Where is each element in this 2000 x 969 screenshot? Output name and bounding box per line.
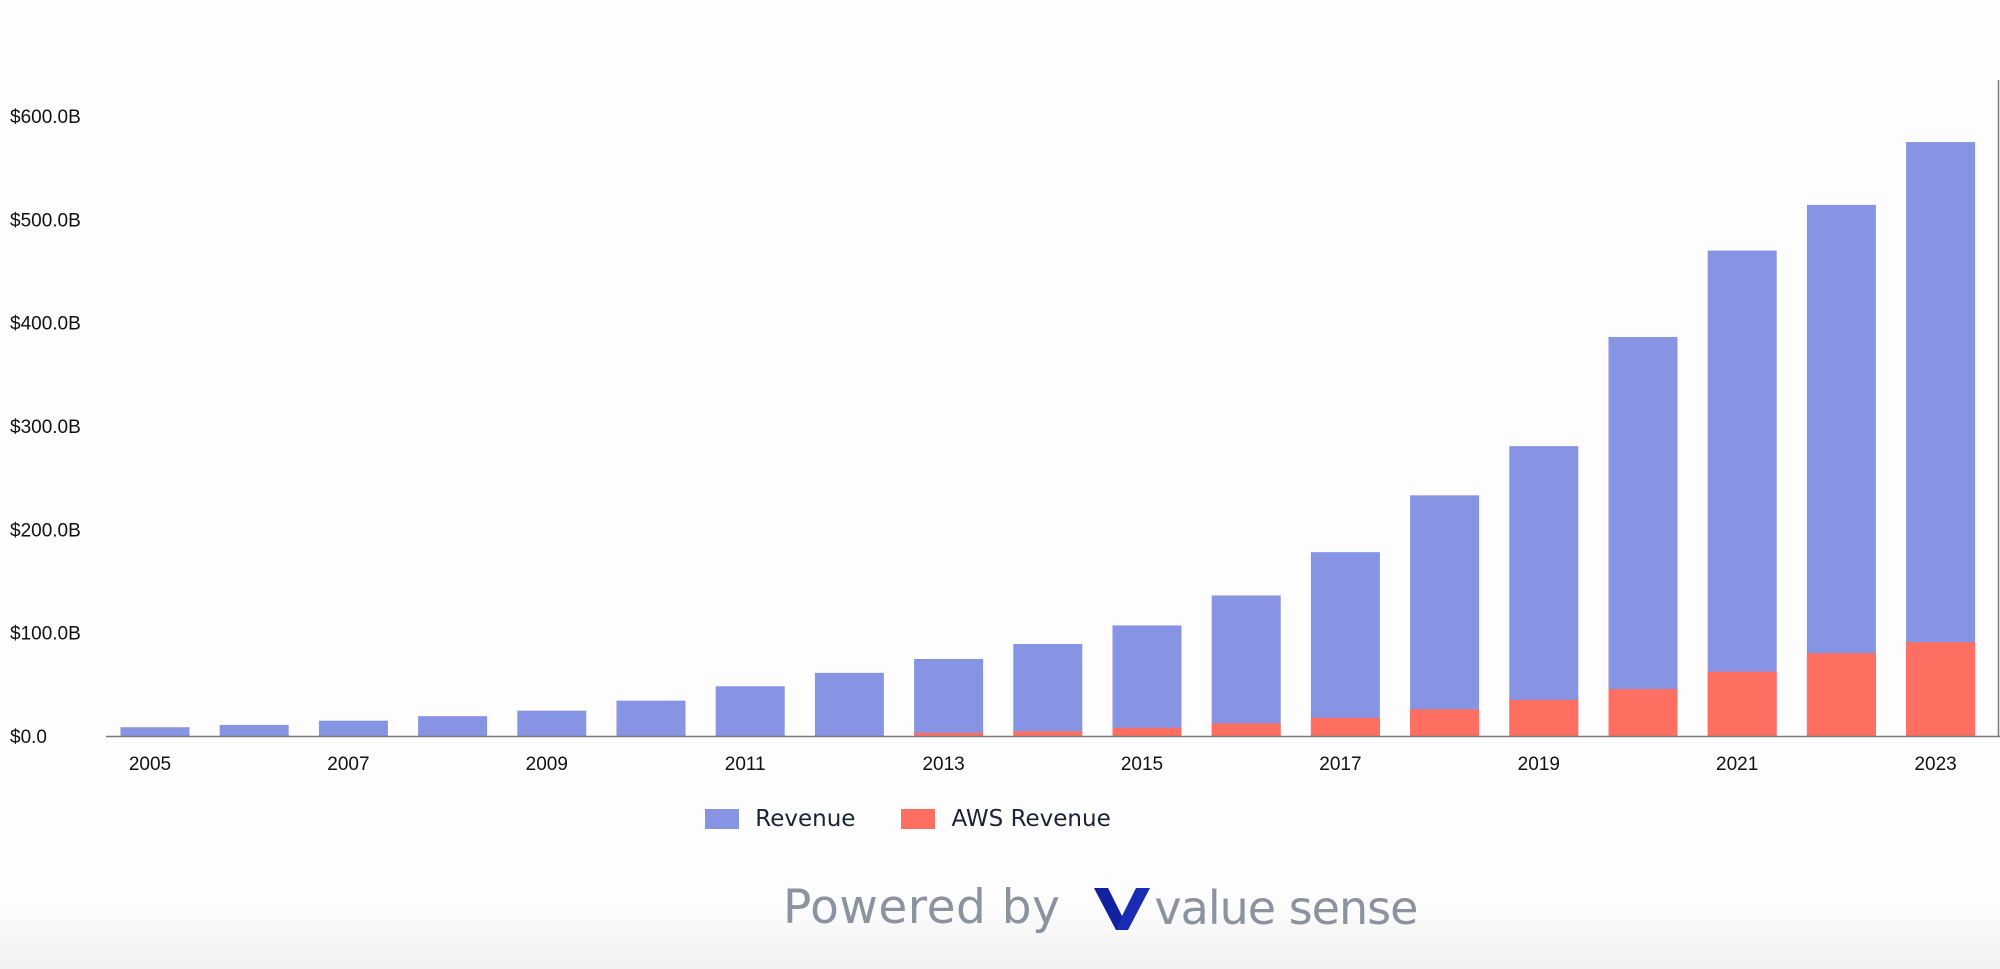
x-tick-label: 2021 — [1716, 754, 1758, 775]
revenue-bar-2010[interactable] — [616, 700, 686, 736]
x-tick-label: 2023 — [1914, 754, 1956, 775]
revenue-bar-2009[interactable] — [517, 710, 587, 736]
aws-revenue-bars — [914, 642, 1976, 736]
y-tick-label: $600.0B — [10, 107, 81, 128]
aws-revenue-bar-2013[interactable] — [914, 732, 984, 736]
aws-revenue-bar-2015[interactable] — [1112, 727, 1182, 736]
revenue-bar-2018[interactable] — [1410, 495, 1480, 736]
y-tick-label: $200.0B — [10, 520, 81, 541]
revenue-bar-2015[interactable] — [1112, 625, 1182, 736]
x-tick-label: 2019 — [1518, 754, 1560, 775]
revenue-bar-2020[interactable] — [1608, 337, 1678, 736]
revenue-chart: $0.0 $100.0B $200.0B $300.0B $400.0B $500.0B $… — [10, 80, 2000, 775]
aws-revenue-bar-2017[interactable] — [1310, 717, 1380, 736]
aws-revenue-bar-2021[interactable] — [1707, 671, 1777, 736]
aws-revenue-bar-2022[interactable] — [1806, 653, 1876, 736]
revenue-bar-2007[interactable] — [318, 720, 388, 736]
revenue-bar-2012[interactable] — [814, 672, 884, 736]
revenue-bars — [120, 142, 1976, 737]
revenue-bar-2014[interactable] — [1013, 644, 1083, 736]
y-tick-label: $400.0B — [10, 314, 81, 335]
y-tick-label: $0.0 — [10, 727, 47, 748]
aws-revenue-bar-2018[interactable] — [1410, 709, 1480, 736]
legend-label-revenue: Revenue — [755, 806, 856, 832]
revenue-bar-2019[interactable] — [1509, 446, 1579, 736]
aws-revenue-bar-2016[interactable] — [1211, 723, 1281, 736]
legend-item-aws-revenue[interactable]: AWS Revenue — [901, 806, 1111, 832]
x-tick-label: 2011 — [725, 754, 766, 775]
revenue-bar-2021[interactable] — [1707, 250, 1777, 737]
aws-revenue-bar-2019[interactable] — [1509, 699, 1579, 736]
powered-by-text: Powered by — [783, 880, 1061, 935]
aws-revenue-bar-2014[interactable] — [1013, 731, 1083, 736]
aws-revenue-bar-2020[interactable] — [1608, 689, 1678, 736]
revenue-bar-2013[interactable] — [914, 659, 984, 736]
value-sense-brand-text: value sense — [1154, 880, 1418, 935]
x-tick-label: 2009 — [526, 754, 568, 775]
revenue-bar-2008[interactable] — [418, 716, 488, 736]
x-tick-label: 2017 — [1319, 754, 1361, 775]
y-tick-label: $100.0B — [10, 624, 81, 645]
value-sense-v-logo-icon — [1094, 887, 1151, 930]
aws-revenue-bar-2023[interactable] — [1906, 642, 1976, 736]
x-axis: 2005 2007 2009 2011 2013 2015 2017 2019 2021 2023 — [106, 80, 2000, 775]
revenue-bar-2006[interactable] — [219, 724, 289, 736]
legend-label-aws-revenue: AWS Revenue — [951, 806, 1111, 832]
value-sense-logo[interactable]: value sense — [1092, 880, 1418, 935]
y-tick-label: $300.0B — [10, 417, 81, 438]
y-tick-label: $500.0B — [10, 210, 81, 231]
legend-swatch-revenue — [705, 809, 740, 829]
chart-legend: Revenue AWS Revenue — [0, 806, 1908, 832]
x-tick-label: 2005 — [129, 754, 171, 775]
x-tick-label: 2013 — [922, 754, 964, 775]
revenue-bar-2005[interactable] — [120, 727, 190, 736]
powered-by-footer: Powered by value sense — [783, 880, 1418, 935]
revenue-bar-2017[interactable] — [1310, 552, 1380, 736]
legend-swatch-aws-revenue — [901, 809, 936, 829]
x-tick-label: 2015 — [1121, 754, 1163, 775]
revenue-bar-2011[interactable] — [715, 686, 785, 736]
revenue-bar-2022[interactable] — [1806, 204, 1876, 736]
revenue-bar-2016[interactable] — [1211, 595, 1281, 736]
revenue-bar-2023[interactable] — [1906, 142, 1976, 737]
legend-item-revenue[interactable]: Revenue — [705, 806, 855, 832]
x-tick-label: 2007 — [327, 754, 369, 775]
y-axis-labels: $0.0 $100.0B $200.0B $300.0B $400.0B $500.0B $… — [10, 107, 81, 748]
